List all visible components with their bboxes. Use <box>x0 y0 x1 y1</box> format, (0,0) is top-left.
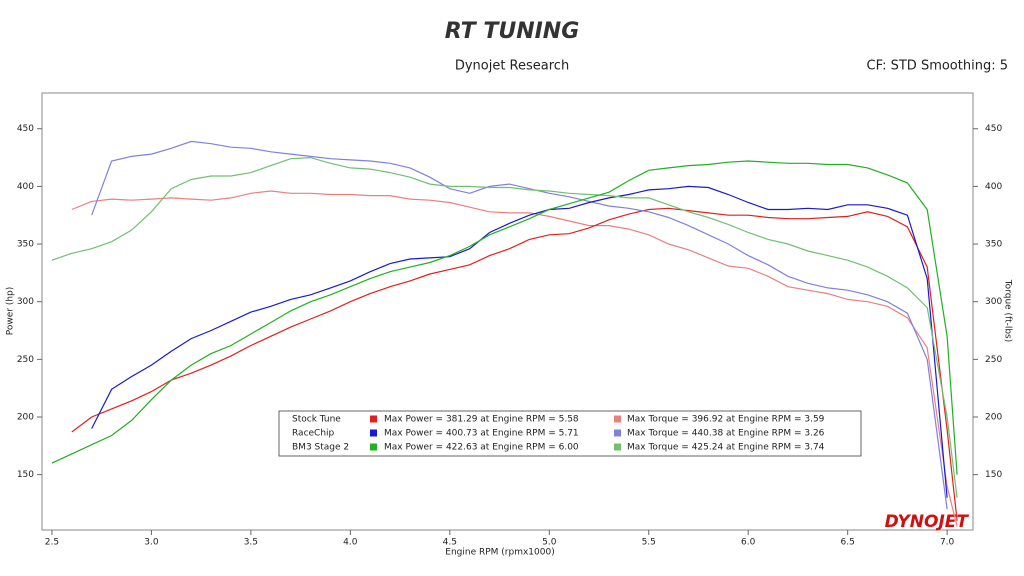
torque-line <box>91 140 948 510</box>
legend: Stock Tune Max Power = 381.29 at Engine R… <box>278 410 862 457</box>
legend-max-torque: Max Torque = 396.92 at Engine RPM = 3.59 <box>627 415 825 425</box>
legend-swatch <box>614 443 621 451</box>
x-tick-label: 3.5 <box>244 538 258 548</box>
y-tick-label: 150 <box>17 470 34 480</box>
x-tick-label: 6.0 <box>741 538 756 548</box>
torque-line <box>51 156 958 498</box>
torque-line <box>71 190 958 527</box>
power-line <box>91 185 948 498</box>
legend-swatch <box>614 429 621 437</box>
legend-name: RaceChip <box>292 429 335 439</box>
plot-frame <box>41 92 974 531</box>
y2-tick-label: 200 <box>985 413 1002 423</box>
x-tick-label: 4.0 <box>343 538 358 548</box>
legend-swatch <box>370 443 377 451</box>
y2-tick-label: 300 <box>985 297 1002 307</box>
legend-name: Stock Tune <box>292 415 341 425</box>
y2-tick-label: 150 <box>985 470 1002 480</box>
legend-max-torque: Max Torque = 425.24 at Engine RPM = 3.74 <box>627 443 825 453</box>
y-tick-label: 400 <box>17 182 34 192</box>
x-axis-label: Engine RPM (rpmx1000) <box>445 548 554 558</box>
chart-subtitle: CF: STD Smoothing: 5 <box>867 59 1008 74</box>
legend-name: BM3 Stage 2 <box>292 443 349 453</box>
plot-area: 2.5 3.0 3.5 4.0 4.5 5.0 5.5 6.0 6.5 7.0 150 200 250 3… <box>17 124 1003 547</box>
legend-max-torque: Max Torque = 440.38 at Engine RPM = 3.26 <box>627 429 825 439</box>
watermark: DYNOJET <box>885 512 970 532</box>
y-tick-label: 450 <box>17 124 34 134</box>
x-tick-label: 6.5 <box>841 538 855 548</box>
x-tick-label: 4.5 <box>443 538 457 548</box>
x-tick-label: 2.5 <box>45 538 59 548</box>
legend-swatch <box>614 415 621 423</box>
power-line <box>71 207 958 521</box>
legend-max-power: Max Power = 381.29 at Engine RPM = 5.58 <box>384 415 579 425</box>
legend-swatch <box>370 415 377 423</box>
y2-tick-label: 350 <box>985 240 1002 250</box>
y-tick-label: 250 <box>17 355 34 365</box>
x-tick-label: 7.0 <box>940 538 955 548</box>
legend-swatch <box>370 429 377 437</box>
y2-tick-label: 250 <box>985 355 1002 365</box>
y-tick-label: 300 <box>17 297 34 307</box>
x-tick-label: 5.0 <box>542 538 557 548</box>
x-tick-label: 3.0 <box>144 538 159 548</box>
y2-axis-label: Torque (ft-lbs) <box>1003 279 1013 343</box>
y2-tick-label: 450 <box>985 124 1002 134</box>
y-axis-label: Power (hp) <box>6 287 16 336</box>
y2-tick-label: 400 <box>985 182 1002 192</box>
x-tick-label: 5.5 <box>642 538 656 548</box>
power-line <box>51 160 958 475</box>
legend-max-power: Max Power = 422.63 at Engine RPM = 6.00 <box>384 443 579 453</box>
y-tick-label: 350 <box>17 240 34 250</box>
y-tick-label: 200 <box>17 413 34 423</box>
chart-title: Dynojet Research <box>455 59 569 74</box>
legend-max-power: Max Power = 400.73 at Engine RPM = 5.71 <box>384 429 579 439</box>
logo: RT TUNING <box>445 19 580 44</box>
